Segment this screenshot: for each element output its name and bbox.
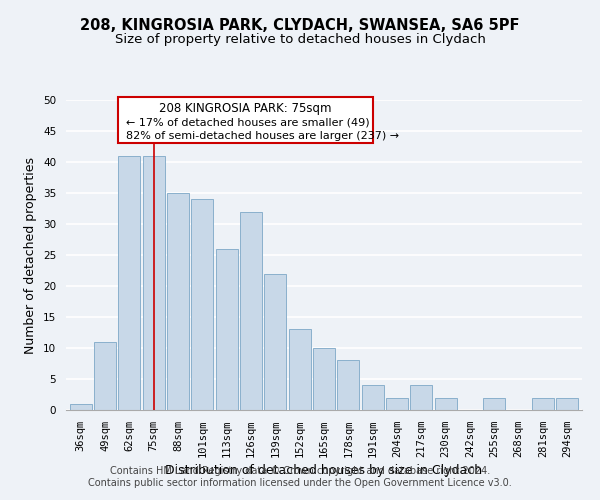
Text: 208, KINGROSIA PARK, CLYDACH, SWANSEA, SA6 5PF: 208, KINGROSIA PARK, CLYDACH, SWANSEA, S… [80, 18, 520, 32]
Bar [435, 398, 457, 410]
Text: ← 17% of detached houses are smaller (49): ← 17% of detached houses are smaller (49… [125, 118, 369, 128]
Text: Size of property relative to detached houses in Clydach: Size of property relative to detached ho… [115, 32, 485, 46]
Bar [362, 385, 383, 410]
Text: Contains HM Land Registry data © Crown copyright and database right 2024.
Contai: Contains HM Land Registry data © Crown c… [88, 466, 512, 487]
Bar [313, 348, 335, 410]
Bar [484, 398, 505, 410]
Bar [94, 342, 116, 410]
Bar [289, 330, 311, 410]
Bar [532, 398, 554, 410]
Bar [386, 398, 408, 410]
Bar [337, 360, 359, 410]
X-axis label: Distribution of detached houses by size in Clydach: Distribution of detached houses by size … [166, 464, 482, 477]
Text: 82% of semi-detached houses are larger (237) →: 82% of semi-detached houses are larger (… [125, 131, 399, 141]
Bar [556, 398, 578, 410]
Bar [240, 212, 262, 410]
Bar [215, 249, 238, 410]
Bar [70, 404, 92, 410]
Bar [410, 385, 433, 410]
Y-axis label: Number of detached properties: Number of detached properties [25, 156, 37, 354]
Text: 208 KINGROSIA PARK: 75sqm: 208 KINGROSIA PARK: 75sqm [159, 102, 332, 115]
Bar [191, 199, 213, 410]
Bar [118, 156, 140, 410]
Bar [143, 156, 164, 410]
FancyBboxPatch shape [118, 97, 373, 144]
Bar [265, 274, 286, 410]
Bar [167, 193, 189, 410]
